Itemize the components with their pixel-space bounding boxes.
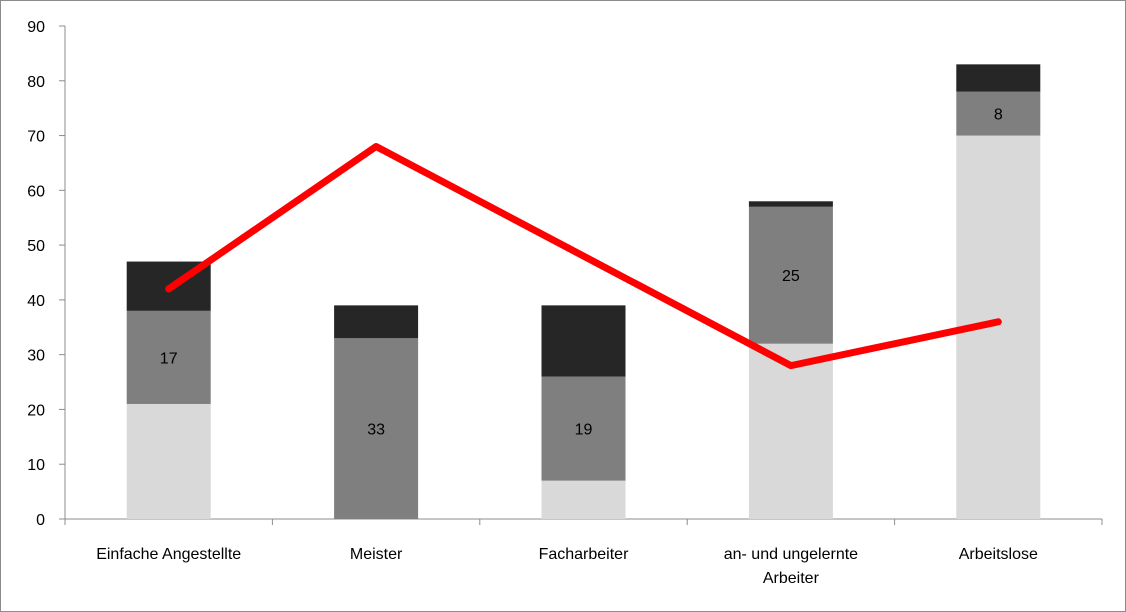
category-label: an- und ungelernte bbox=[724, 546, 858, 563]
data-label: 8 bbox=[994, 107, 1003, 124]
bar-segment-2 bbox=[956, 64, 1041, 92]
y-tick-label: 40 bbox=[27, 293, 45, 310]
y-tick-label: 20 bbox=[27, 402, 45, 419]
y-tick-label: 90 bbox=[27, 19, 45, 36]
category-label: Meister bbox=[350, 546, 403, 563]
line-layer bbox=[165, 143, 1002, 370]
y-tick-label: 60 bbox=[27, 183, 45, 200]
labels: 17 Einfache Angestellte 33 Meister 19 Facharb… bbox=[96, 107, 1038, 587]
bars bbox=[126, 64, 1041, 520]
y-tick-label: 10 bbox=[27, 457, 45, 474]
y-tick-label: 80 bbox=[27, 74, 45, 91]
category-label: Arbeiter bbox=[763, 570, 820, 587]
y-tick-label: 30 bbox=[27, 348, 45, 365]
data-label: 33 bbox=[367, 422, 385, 439]
bar-segment-0 bbox=[126, 403, 211, 519]
bar-segment-2 bbox=[334, 305, 419, 339]
bar-segment-1 bbox=[956, 91, 1041, 136]
bar-segment-2 bbox=[748, 201, 833, 207]
series-line bbox=[165, 143, 1002, 370]
data-label: 25 bbox=[782, 268, 800, 285]
data-label: 17 bbox=[160, 350, 178, 367]
bar-segment-0 bbox=[541, 480, 626, 519]
bar-segment-1 bbox=[541, 376, 626, 481]
data-label: 19 bbox=[575, 422, 593, 439]
axes: 0 10 20 30 40 50 60 70 80 90 bbox=[27, 19, 1103, 529]
bar-segment-2 bbox=[541, 305, 626, 377]
bar-segment-0 bbox=[748, 343, 833, 519]
y-tick-label: 70 bbox=[27, 129, 45, 146]
y-tick-label: 50 bbox=[27, 238, 45, 255]
y-tick-label: 0 bbox=[36, 512, 45, 529]
bar-segment-1 bbox=[748, 206, 833, 344]
category-label: Facharbeiter bbox=[539, 546, 629, 563]
category-label: Arbeitslose bbox=[959, 546, 1038, 563]
bar-segment-1 bbox=[334, 338, 419, 519]
bar-segment-1 bbox=[126, 310, 211, 404]
category-label: Einfache Angestellte bbox=[96, 546, 241, 563]
